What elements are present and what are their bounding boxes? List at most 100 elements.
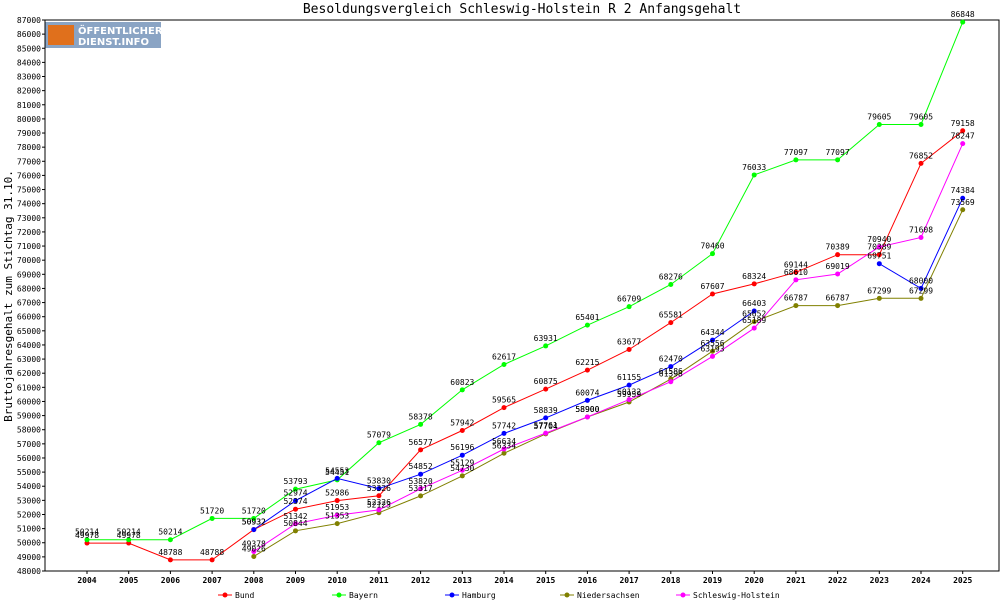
data-label-schleswig-holstein: 51342 [283,512,307,521]
data-label-schleswig-holstein: 56634 [492,437,516,446]
data-label-bund: 65581 [659,311,683,320]
data-label-schleswig-holstein: 51953 [325,503,349,512]
data-label-bayern: 68276 [659,273,683,282]
data-point-hamburg [418,471,424,477]
data-label-hamburg: 61155 [617,373,641,382]
data-label-schleswig-holstein: 78247 [951,132,975,141]
data-point-hamburg [459,452,465,458]
data-label-schleswig-holstein: 53820 [409,477,433,486]
x-tick-label: 2018 [661,576,680,585]
data-label-schleswig-holstein: 60132 [617,388,641,397]
data-point-schleswig-holstein [376,507,382,513]
x-tick-label: 2006 [161,576,180,585]
data-point-hamburg [334,475,340,481]
data-point-bund [334,498,340,504]
logo: ÖFFENTLICHER DIENST.INFO [45,22,163,48]
data-label-bund: 48788 [158,548,182,557]
y-tick-label: 49000 [17,553,41,562]
y-tick-label: 57000 [17,440,41,449]
data-point-hamburg [626,382,632,388]
y-tick-label: 69000 [17,270,41,279]
y-tick-label: 75000 [17,186,41,195]
data-point-bayern [293,486,298,492]
data-label-hamburg: 52974 [283,489,307,498]
y-tick-label: 50000 [17,539,41,548]
x-tick-label: 2014 [494,576,513,585]
data-label-niedersachsen: 67299 [909,286,933,295]
data-label-hamburg: 60074 [575,388,599,397]
data-label-hamburg: 56196 [450,443,474,452]
data-label-bayern: 50214 [75,528,99,537]
logo-tab [48,25,74,45]
data-label-hamburg: 64344 [700,328,724,337]
data-label-bayern: 70460 [700,242,724,251]
data-point-hamburg [251,527,257,533]
y-tick-label: 73000 [17,214,41,223]
data-point-bayern [84,537,90,543]
data-label-bayern: 58378 [409,412,433,421]
data-point-bund [668,320,674,326]
data-point-bund [584,367,590,373]
series-line-niedersachsen [253,209,964,557]
data-label-bayern: 51720 [242,506,266,515]
y-tick-label: 53000 [17,496,41,505]
data-label-bund: 68324 [742,272,766,281]
plot-frame [44,19,1000,572]
data-point-bund [376,493,382,499]
y-tick-label: 78000 [17,143,41,152]
data-point-hamburg [668,364,674,370]
data-point-schleswig-holstein [543,430,549,436]
legend-label-bayern: Bayern [349,591,378,600]
x-tick-label: 2016 [578,576,597,585]
y-tick-label: 81000 [17,101,41,110]
legend-marker-schleswig-holstein [680,592,686,598]
data-point-niedersachsen [835,303,841,309]
series-group [84,19,966,563]
data-point-hamburg [501,430,507,436]
data-point-schleswig-holstein [626,397,632,403]
data-point-schleswig-holstein [960,141,966,147]
data-point-bayern [751,172,757,178]
x-tick-label: 2011 [369,576,388,585]
data-point-bund [293,506,298,512]
data-point-bayern [793,157,799,163]
data-label-bayern: 66709 [617,295,641,304]
data-label-schleswig-holstein: 65189 [742,316,766,325]
data-point-bayern [126,537,132,543]
data-point-niedersachsen [334,521,340,527]
data-point-bayern [876,121,882,127]
data-label-hamburg: 74384 [951,186,975,195]
data-point-bund [418,447,424,453]
data-label-bund: 56577 [409,438,433,447]
data-label-niedersachsen: 49026 [242,545,266,554]
data-label-bund: 53326 [367,484,391,493]
data-label-bund: 50932 [242,518,266,527]
data-point-hamburg [960,195,966,201]
data-point-bund [626,347,632,353]
y-tick-label: 58000 [17,426,41,435]
x-tick-label: 2005 [119,576,138,585]
data-point-bayern [626,304,632,310]
data-point-schleswig-holstein [835,271,841,277]
data-point-bund [167,557,173,563]
y-tick-label: 71000 [17,242,41,251]
x-tick-label: 2008 [244,576,263,585]
legend-marker-bund [222,592,228,598]
data-point-bayern [459,387,465,393]
legend-marker-hamburg [449,592,455,598]
data-point-niedersachsen [251,554,257,560]
chart-title: Besoldungsvergleich Schleswig-Holstein R… [303,2,741,17]
series-line-hamburg [253,197,964,531]
x-tick-label: 2007 [202,576,221,585]
data-point-bayern [376,440,382,446]
y-tick-label: 87000 [17,16,41,25]
data-label-bayern: 60823 [450,378,474,387]
data-point-hamburg [543,415,549,421]
data-label-bayern: 76033 [742,163,766,172]
data-label-schleswig-holstein: 55129 [450,458,474,467]
x-tick-label: 2022 [828,576,847,585]
y-tick-label: 62000 [17,369,41,378]
data-label-schleswig-holstein: 58900 [575,405,599,414]
data-point-bayern [668,282,674,288]
